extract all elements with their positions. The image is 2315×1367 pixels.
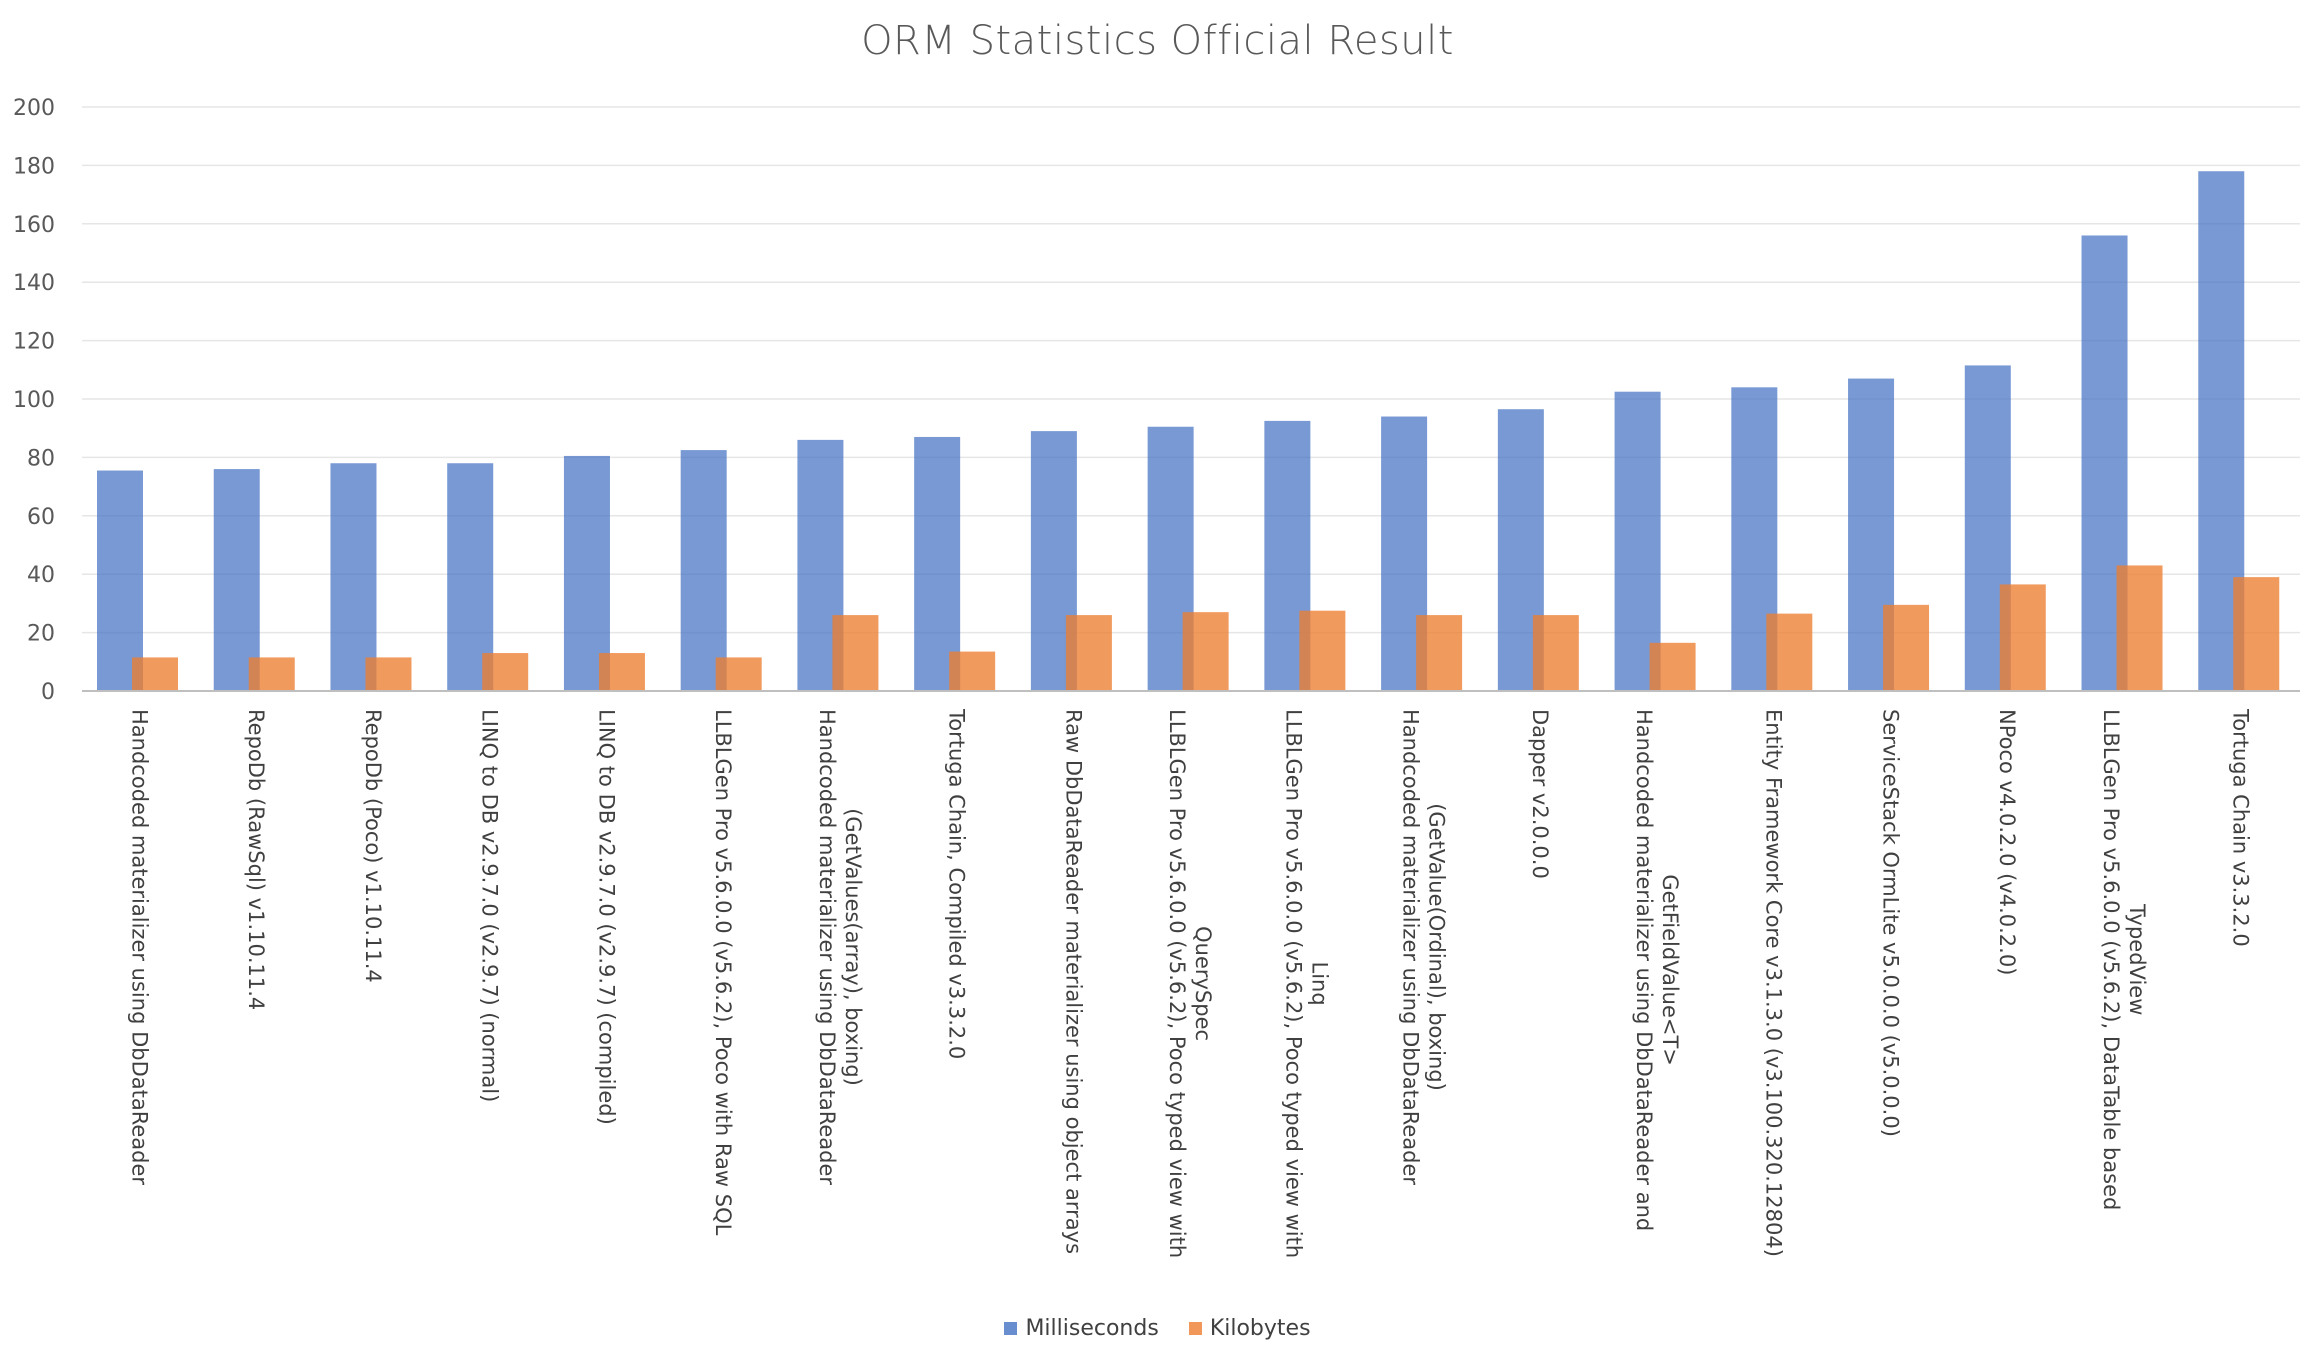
x-tick-label-16: NPoco v4.0.2.0 (v4.0.2.0) (1995, 709, 2019, 975)
y-tick-label-160: 160 (13, 213, 55, 238)
legend-swatch (1004, 1322, 1018, 1335)
legend: Milliseconds Kilobytes (0, 1316, 2315, 1341)
bar-kilobytes-12 (1532, 615, 1579, 691)
y-tick-label-120: 120 (13, 330, 55, 355)
bar-kilobytes-9 (1182, 612, 1229, 691)
x-tick-label-line: GetFieldValue<T> (1658, 874, 1682, 1066)
x-tick-label-line: TypedView (2125, 903, 2149, 1015)
x-tick-label-13: Handcoded materializer using DbDataReade… (1632, 709, 1682, 1231)
y-tick-label-0: 0 (41, 680, 55, 705)
y-tick-label-100: 100 (13, 388, 55, 413)
x-tick-label-line: (GetValue(Ordinal), boxing) (1424, 803, 1448, 1091)
y-tick-label-180: 180 (13, 154, 55, 179)
x-tick-label-0: Handcoded materializer using DbDataReade… (127, 709, 151, 1185)
x-tick-label-line: (GetValues(array), boxing) (841, 808, 865, 1086)
y-tick-label-80: 80 (27, 446, 55, 471)
x-tick-label-line: LINQ to DB v2.9.7.0 (v2.9.7) (compiled) (594, 709, 618, 1125)
y-tick-label-60: 60 (27, 505, 55, 530)
bar-milliseconds-2 (330, 463, 377, 691)
x-tick-label-3: LINQ to DB v2.9.7.0 (v2.9.7) (normal) (478, 709, 502, 1102)
bar-kilobytes-6 (832, 615, 879, 691)
bar-kilobytes-13 (1649, 642, 1696, 691)
y-tick-label-20: 20 (27, 622, 55, 647)
bar-kilobytes-5 (715, 657, 762, 691)
x-tick-label-2: RepoDb (Poco) v1.10.11.4 (361, 709, 385, 983)
legend-item-milliseconds: Milliseconds (1004, 1316, 1159, 1341)
x-tick-label-line: Dapper v2.0.0.0 (1528, 709, 1552, 879)
x-tick-label-line: NPoco v4.0.2.0 (v4.0.2.0) (1995, 709, 2019, 975)
x-tick-label-11: Handcoded materializer using DbDataReade… (1398, 709, 1448, 1185)
y-tick-label-40: 40 (27, 563, 55, 588)
bar-kilobytes-14 (1766, 613, 1813, 691)
x-tick-label-18: Tortuga Chain v3.3.2.0 (2229, 708, 2253, 947)
bar-kilobytes-17 (2116, 565, 2163, 691)
bar-kilobytes-11 (1416, 615, 1463, 691)
x-tick-label-line: QuerySpec (1191, 926, 1215, 1041)
x-tick-label-line: Handcoded materializer using DbDataReade… (1632, 709, 1656, 1231)
bar-kilobytes-4 (598, 653, 645, 691)
legend-label: Milliseconds (1025, 1316, 1159, 1341)
x-tick-label-12: Dapper v2.0.0.0 (1528, 709, 1552, 879)
x-tick-label-line: LLBLGen Pro v5.6.0.0 (v5.6.2), Poco type… (1165, 709, 1189, 1258)
chart-title: ORM Statistics Official Result (861, 18, 1454, 64)
x-tick-label-line: Handcoded materializer using DbDataReade… (127, 709, 151, 1185)
x-tick-label-line: LINQ to DB v2.9.7.0 (v2.9.7) (normal) (478, 709, 502, 1102)
x-tick-label-line: RepoDb (RawSql) v1.10.11.4 (244, 709, 268, 1010)
legend-item-kilobytes: Kilobytes (1188, 1316, 1311, 1341)
y-tick-label-140: 140 (13, 271, 55, 296)
bar-kilobytes-15 (1883, 604, 1930, 691)
x-tick-label-line: Handcoded materializer using DbDataReade… (815, 709, 839, 1185)
x-tick-label-line: Handcoded materializer using DbDataReade… (1398, 709, 1422, 1185)
x-tick-label-line: Linq (1308, 962, 1332, 1006)
x-tick-label-line: LLBLGen Pro v5.6.0.0 (v5.6.2), Poco type… (1282, 709, 1306, 1258)
x-tick-label-10: LLBLGen Pro v5.6.0.0 (v5.6.2), Poco type… (1282, 709, 1332, 1258)
x-tick-label-line: LLBLGen Pro v5.6.0.0 (v5.6.2), Poco with… (711, 709, 735, 1236)
bar-kilobytes-7 (949, 651, 996, 691)
x-tick-label-line: Tortuga Chain v3.3.2.0 (2229, 708, 2253, 947)
x-tick-label-5: LLBLGen Pro v5.6.0.0 (v5.6.2), Poco with… (711, 709, 735, 1236)
legend-label: Kilobytes (1209, 1316, 1311, 1341)
bar-kilobytes-1 (248, 657, 295, 691)
bar-kilobytes-8 (1065, 615, 1112, 691)
bar-milliseconds-4 (563, 455, 610, 691)
bar-kilobytes-18 (2233, 577, 2280, 691)
x-tick-label-4: LINQ to DB v2.9.7.0 (v2.9.7) (compiled) (594, 709, 618, 1125)
x-tick-label-14: Entity Framework Core v3.1.3.0 (v3.100.3… (1762, 709, 1786, 1257)
x-tick-label-9: LLBLGen Pro v5.6.0.0 (v5.6.2), Poco type… (1165, 709, 1215, 1258)
bar-milliseconds-7 (914, 436, 961, 691)
bar-milliseconds-13 (1614, 391, 1661, 691)
bar-milliseconds-1 (213, 469, 260, 691)
bar-milliseconds-0 (97, 470, 143, 691)
x-tick-label-1: RepoDb (RawSql) v1.10.11.4 (244, 709, 268, 1010)
x-tick-label-7: Tortuga Chain, Compiled v3.3.2.0 (945, 708, 969, 1059)
x-tick-label-line: Raw DbDataReader materializer using obje… (1061, 709, 1085, 1254)
x-tick-label-line: LLBLGen Pro v5.6.0.0 (v5.6.2), DataTable… (2099, 709, 2123, 1210)
bar-kilobytes-16 (1999, 584, 2046, 691)
x-tick-label-8: Raw DbDataReader materializer using obje… (1061, 709, 1085, 1254)
y-tick-label-200: 200 (13, 96, 55, 121)
x-tick-label-6: Handcoded materializer using DbDataReade… (815, 709, 865, 1185)
x-tick-label-line: Tortuga Chain, Compiled v3.3.2.0 (945, 708, 969, 1059)
x-tick-label-line: Entity Framework Core v3.1.3.0 (v3.100.3… (1762, 709, 1786, 1257)
bar-kilobytes-10 (1299, 610, 1346, 691)
bar-kilobytes-3 (482, 653, 529, 691)
x-tick-label-line: RepoDb (Poco) v1.10.11.4 (361, 709, 385, 983)
bar-milliseconds-5 (680, 450, 727, 691)
x-tick-label-line: ServiceStack OrmLite v5.0.0.0 (v5.0.0.0) (1878, 709, 1902, 1137)
x-tick-label-15: ServiceStack OrmLite v5.0.0.0 (v5.0.0.0) (1878, 709, 1902, 1137)
bar-kilobytes-2 (365, 657, 412, 691)
legend-swatch (1188, 1322, 1202, 1335)
bar-kilobytes-0 (132, 657, 178, 691)
x-tick-label-17: LLBLGen Pro v5.6.0.0 (v5.6.2), DataTable… (2099, 709, 2149, 1210)
